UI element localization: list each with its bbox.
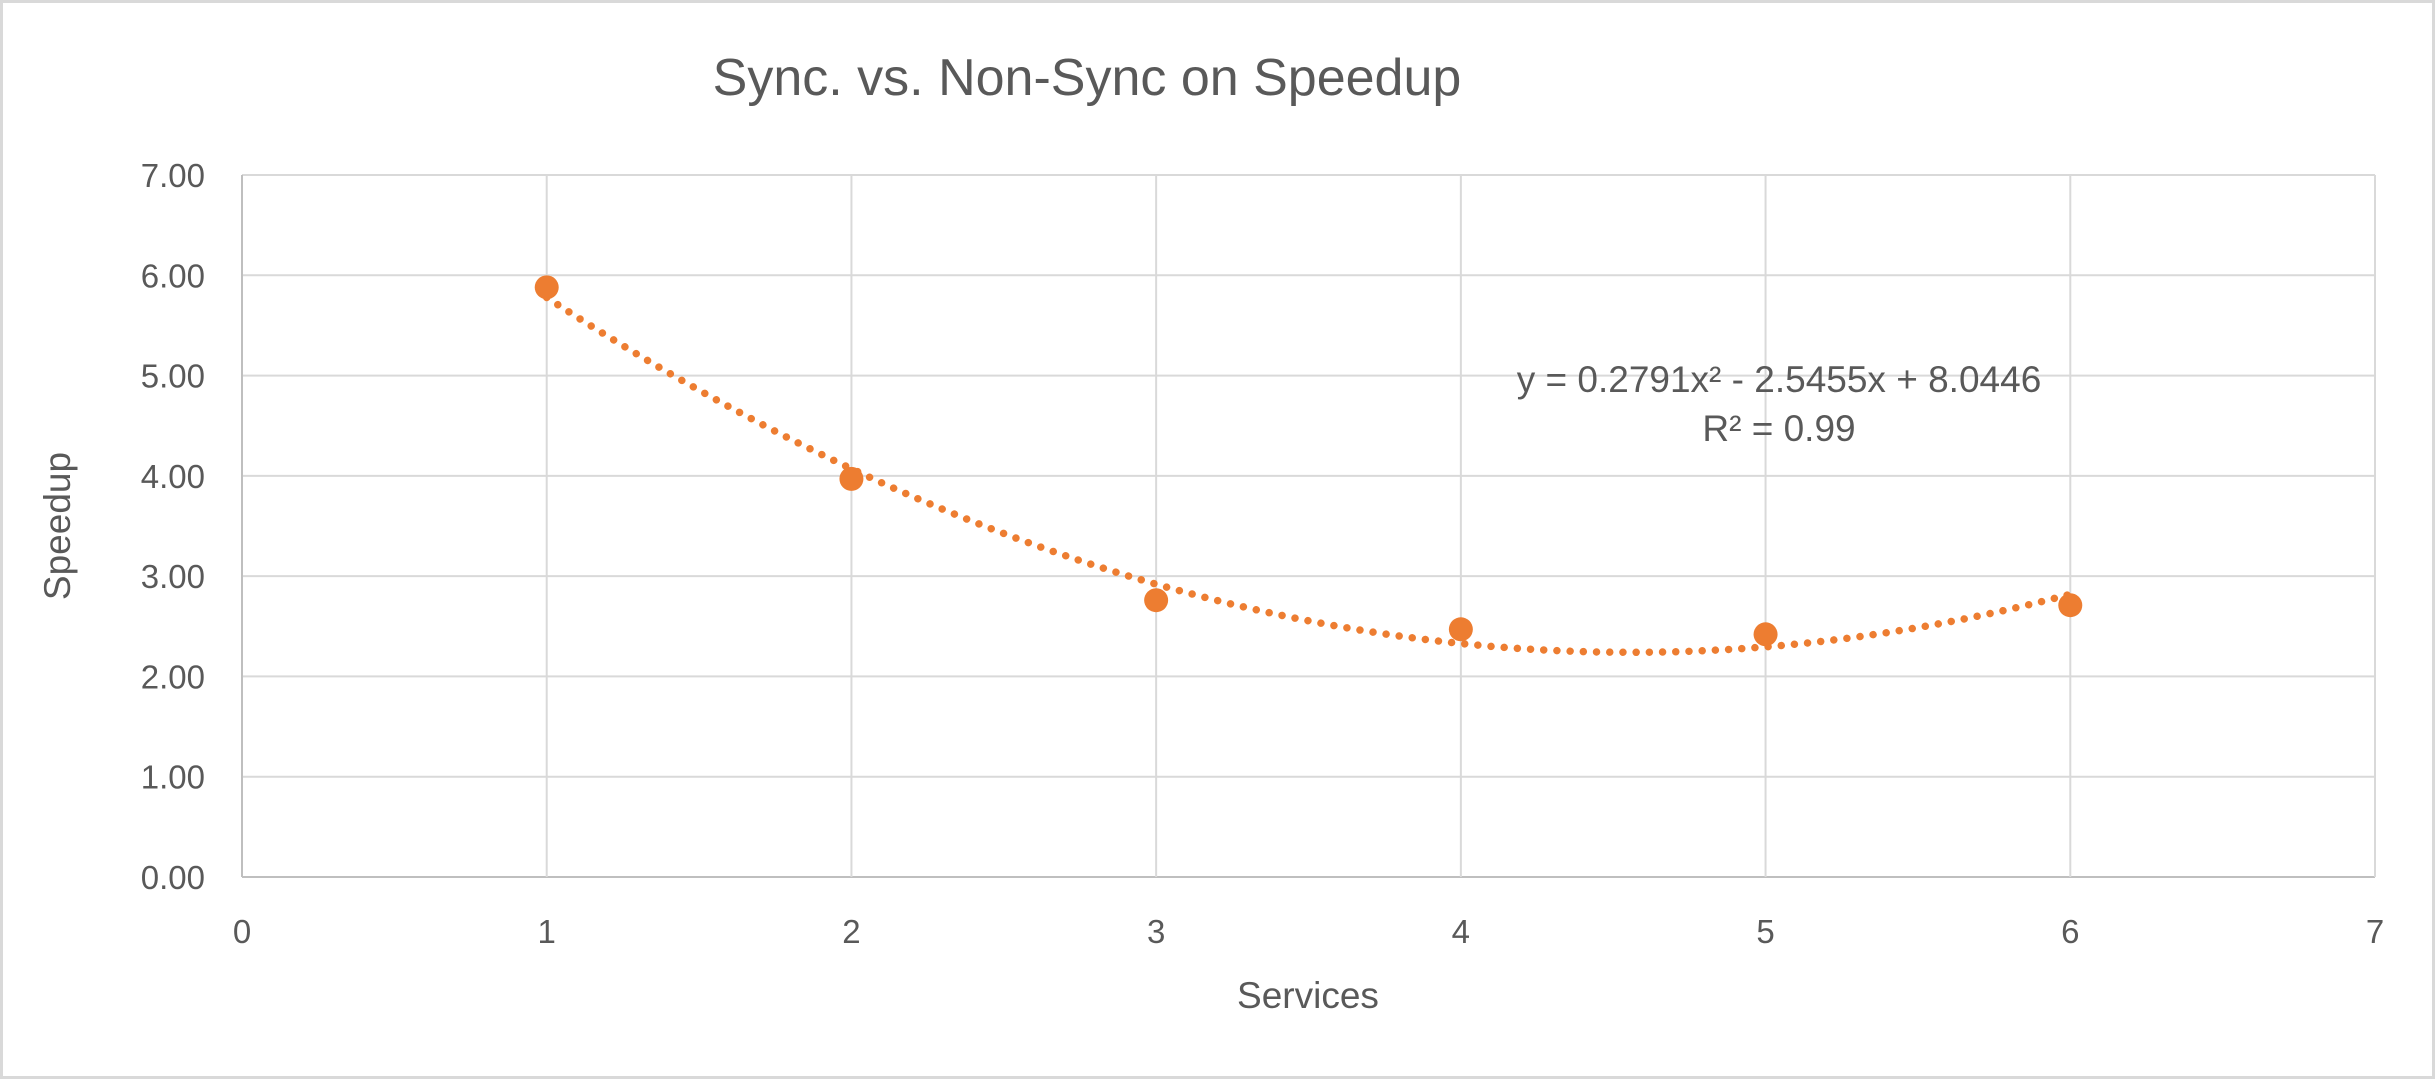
x-tick-label: 5 bbox=[1756, 913, 1774, 950]
trendline-equation: y = 0.2791x² - 2.5455x + 8.0446 bbox=[1516, 359, 2042, 400]
data-point-marker bbox=[1448, 617, 1473, 642]
x-tick-label: 2 bbox=[842, 913, 860, 950]
trendline-label: y = 0.2791x² - 2.5455x + 8.0446 R² = 0.9… bbox=[1517, 355, 2042, 453]
y-axis-title: Speedup bbox=[37, 451, 78, 601]
data-point-marker bbox=[1144, 588, 1169, 613]
x-axis-title: Services bbox=[1237, 975, 1379, 1016]
data-point-marker bbox=[2058, 593, 2083, 618]
data-point-marker bbox=[839, 466, 864, 491]
trendline-curve bbox=[542, 293, 2075, 657]
y-tick-label: 1.00 bbox=[141, 759, 205, 796]
x-tick-label: 4 bbox=[1452, 913, 1470, 950]
plot-svg: 0.00 1.00 2.00 3.00 4.00 5.00 6.00 7.00 0 1 2 3 4 5 6 7 bbox=[141, 157, 2384, 950]
y-tick-label: 4.00 bbox=[141, 458, 205, 495]
y-tick-label: 2.00 bbox=[141, 658, 205, 695]
x-tick-label: 0 bbox=[233, 913, 251, 950]
x-tick-label: 6 bbox=[2061, 913, 2079, 950]
x-tick-label: 3 bbox=[1147, 913, 1165, 950]
x-tick-label: 7 bbox=[2366, 913, 2384, 950]
y-tick-label: 3.00 bbox=[141, 558, 205, 595]
chart-title: Sync. vs. Non-Sync on Speedup bbox=[712, 49, 1462, 107]
y-tick-label: 7.00 bbox=[141, 157, 205, 194]
y-tick-label: 5.00 bbox=[141, 358, 205, 395]
x-tick-label: 1 bbox=[538, 913, 556, 950]
y-tick-label: 0.00 bbox=[141, 859, 205, 896]
y-tick-label: 6.00 bbox=[141, 257, 205, 294]
data-point-marker bbox=[534, 275, 559, 300]
data-point-marker bbox=[1753, 622, 1778, 647]
trendline-r-squared: R² = 0.99 bbox=[1702, 408, 1856, 449]
